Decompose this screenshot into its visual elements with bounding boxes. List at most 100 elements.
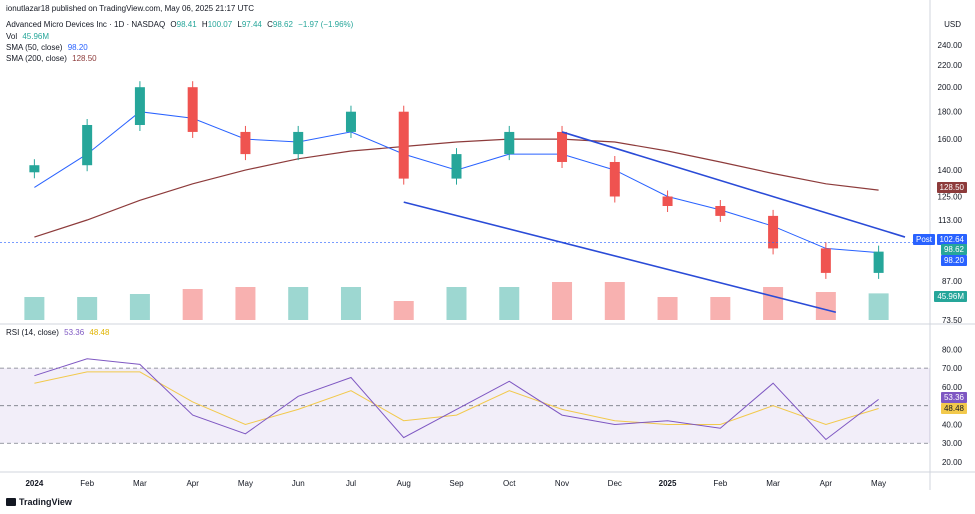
rsi-tick-label: 60.00	[942, 383, 963, 392]
volume-bar	[393, 301, 414, 320]
candle-body	[504, 131, 515, 155]
rsi-tick-label: 80.00	[942, 345, 963, 354]
time-tick-label: Mar	[766, 479, 780, 488]
close-value: 98.62	[272, 20, 293, 29]
price-tick-label: 160.00	[938, 135, 963, 144]
sma200-line	[34, 138, 879, 238]
volume-tag: 45.96M	[934, 291, 967, 302]
price-tick-label: 125.00	[938, 193, 963, 202]
time-tick-label: Oct	[503, 479, 516, 488]
candle-body	[662, 196, 673, 206]
rsi-legend[interactable]: RSI (14, close) 53.36 48.48	[6, 328, 112, 337]
price-tick-label: 87.00	[942, 277, 963, 286]
volume-bar	[499, 287, 520, 320]
rsi-ma-value: 48.48	[89, 328, 110, 337]
rsi-ma-tag: 48.48	[940, 403, 967, 414]
time-tick-label: Apr	[186, 479, 199, 488]
time-tick-label: 2024	[25, 479, 43, 488]
price-tick-label: 240.00	[938, 41, 963, 50]
time-tick-label: Jul	[346, 479, 356, 488]
currency-label[interactable]: USD	[944, 20, 961, 29]
time-tick-label: May	[871, 479, 886, 488]
candle-body	[134, 87, 145, 125]
candle-body	[768, 215, 779, 249]
high-label: H	[201, 20, 208, 29]
post-label-tag: Post	[912, 234, 935, 245]
price-tick-label: 113.00	[938, 216, 962, 225]
candle-body	[715, 205, 726, 216]
rsi-value: 53.36	[64, 328, 85, 337]
volume-bar	[763, 287, 784, 320]
rsi-tick-label: 30.00	[942, 439, 963, 448]
price-tick-label: 220.00	[938, 61, 963, 70]
volume-bar	[129, 294, 150, 320]
time-tick-label: May	[238, 479, 253, 488]
time-tick-label: Feb	[713, 479, 727, 488]
post-price-tag: 102.64	[936, 234, 967, 245]
publisher-line: ionutlazar18 published on TradingView.co…	[6, 4, 255, 13]
candle-body	[82, 124, 93, 166]
rsi-tag: 53.36	[940, 392, 967, 403]
time-tick-label: Aug	[397, 479, 411, 488]
volume-bar	[815, 292, 836, 320]
sma200-value: 128.50	[72, 54, 97, 63]
low-value: 97.44	[241, 20, 262, 29]
volume-bar	[182, 289, 203, 320]
rsi-tick-label: 70.00	[942, 364, 963, 373]
rsi-line	[34, 358, 879, 441]
volume-bar	[446, 287, 467, 320]
symbol-legend: Advanced Micro Devices Inc · 1D · NASDAQ…	[6, 20, 356, 29]
tradingview-logo-icon	[6, 498, 16, 506]
vol-legend[interactable]: Vol 45.96M	[6, 32, 52, 41]
time-tick-label: Nov	[555, 479, 569, 488]
high-value: 100.07	[207, 20, 233, 29]
change-value: −1.97 (−1.96%)	[298, 20, 354, 29]
low-label: L	[237, 20, 242, 29]
volume-bar	[552, 282, 573, 320]
volume-bar	[235, 287, 256, 320]
trendline-upper	[561, 131, 906, 238]
volume-bar	[657, 297, 678, 320]
last-price-tag: 98.62	[940, 244, 967, 255]
vol-label: Vol	[6, 32, 18, 41]
trendline-lower	[403, 201, 837, 313]
price-tick-label: 73.50	[942, 316, 963, 325]
candle-body	[820, 248, 831, 273]
tradingview-logo[interactable]: TradingView	[6, 497, 72, 507]
volume-bar	[288, 287, 309, 320]
sma200-legend[interactable]: SMA (200, close) 128.50	[6, 54, 100, 63]
symbol-name[interactable]: Advanced Micro Devices Inc · 1D · NASDAQ	[6, 20, 166, 29]
candle-body	[345, 111, 356, 132]
sma50-value: 98.20	[67, 43, 88, 52]
candle-body	[609, 161, 620, 197]
sma50-legend[interactable]: SMA (50, close) 98.20	[6, 43, 91, 52]
candle-body	[29, 165, 40, 173]
volume-bar	[340, 287, 361, 320]
time-tick-label: Jun	[292, 479, 305, 488]
vol-value: 45.96M	[22, 32, 50, 41]
sma50-price-tag: 98.20	[940, 255, 967, 266]
candle-body	[873, 251, 884, 273]
close-label: C	[267, 20, 273, 29]
time-tick-label: 2025	[659, 479, 677, 488]
brand-name: TradingView	[19, 497, 72, 507]
rsi-tick-label: 20.00	[942, 458, 963, 467]
candle-body	[557, 131, 568, 162]
rsi-ma-line	[34, 371, 879, 426]
candle-body	[187, 87, 198, 132]
volume-bar	[710, 297, 731, 320]
rsi-tick-label: 40.00	[942, 420, 963, 429]
sma200-label: SMA (200, close)	[6, 54, 67, 63]
open-label: O	[170, 20, 177, 29]
time-tick-label: Apr	[820, 479, 833, 488]
time-tick-label: Sep	[449, 479, 464, 488]
sma200-price-tag: 128.50	[936, 182, 967, 193]
candle-body	[398, 111, 409, 179]
sma50-label: SMA (50, close)	[6, 43, 63, 52]
time-tick-label: Feb	[80, 479, 94, 488]
candle-body	[240, 131, 251, 155]
price-tick-label: 200.00	[938, 83, 963, 92]
rsi-label: RSI (14, close)	[6, 328, 59, 337]
price-tick-label: 180.00	[938, 108, 963, 117]
